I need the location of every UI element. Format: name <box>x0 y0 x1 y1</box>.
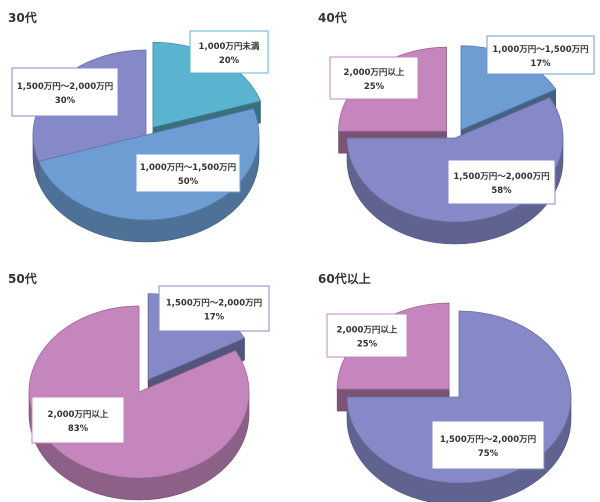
slice-percent-label: 17% <box>204 313 225 323</box>
slice-category-label: 1,500万円～2,000万円 <box>440 435 536 445</box>
slice-category-label: 2,000万円以上 <box>344 67 405 78</box>
pie-chart-3: 1,500万円～2,000万円 75% 2,000万円以上 25% <box>326 302 572 502</box>
slice-label: 1,500万円～2,000万円 30% <box>11 67 119 117</box>
pie-chart-1: 1,000万円～1,500万円 17% 1,500万円～2,000万円 58% 2,00… <box>329 35 595 245</box>
slice-category-label: 1,000万円～1,500万円 <box>492 45 588 55</box>
slice-percent-label: 17% <box>530 59 551 69</box>
pie-chart-0: 1,000万円未満 20% 1,000万円～1,500万円 50% 1,500万円～2,… <box>11 30 269 243</box>
pie-chart-2: 1,500万円～2,000万円 17% 2,000万円以上 83% <box>28 285 270 501</box>
slice-percent-label: 30% <box>55 96 76 106</box>
slice-percent-label: 50% <box>178 177 199 187</box>
slice-percent-label: 83% <box>68 424 89 434</box>
chart-title-50s: 50代 <box>8 272 37 286</box>
slice-category-label: 1,500万円～2,000万円 <box>166 299 262 309</box>
slice-category-label: 1,500万円～2,000万円 <box>17 82 113 92</box>
slice-percent-label: 58% <box>491 186 512 196</box>
slice-category-label: 1,500万円～2,000万円 <box>453 172 549 182</box>
slice-category-label: 1,000万円未満 <box>199 41 260 52</box>
slice-percent-label: 25% <box>357 340 378 350</box>
chart-title-40s: 40代 <box>318 11 347 25</box>
slice-label: 1,000万円未満 20% <box>189 30 269 74</box>
chart-title-60s: 60代以上 <box>318 272 371 286</box>
slice-category-label: 2,000万円以上 <box>337 325 398 336</box>
slice-label: 1,500万円～2,000万円 17% <box>158 285 270 332</box>
slice-label: 1,500万円～2,000万円 58% <box>447 159 556 205</box>
slice-label: 1,000万円～1,500万円 50% <box>135 153 241 193</box>
slice-label: 2,000万円以上 25% <box>329 56 419 100</box>
chart-title-30s: 30代 <box>8 11 37 25</box>
slice-label: 2,000万円以上 25% <box>326 313 408 358</box>
slice-percent-label: 20% <box>219 56 240 66</box>
slice-category-label: 2,000万円以上 <box>48 409 109 420</box>
slice-percent-label: 25% <box>364 82 385 92</box>
slice-label: 2,000万円以上 83% <box>31 396 125 444</box>
slice-percent-label: 75% <box>478 449 499 459</box>
slice-label: 1,000万円～1,500万円 17% <box>486 35 595 75</box>
slice-label: 1,500万円～2,000万円 75% <box>431 420 545 470</box>
slice-category-label: 1,000万円～1,500万円 <box>140 163 236 173</box>
